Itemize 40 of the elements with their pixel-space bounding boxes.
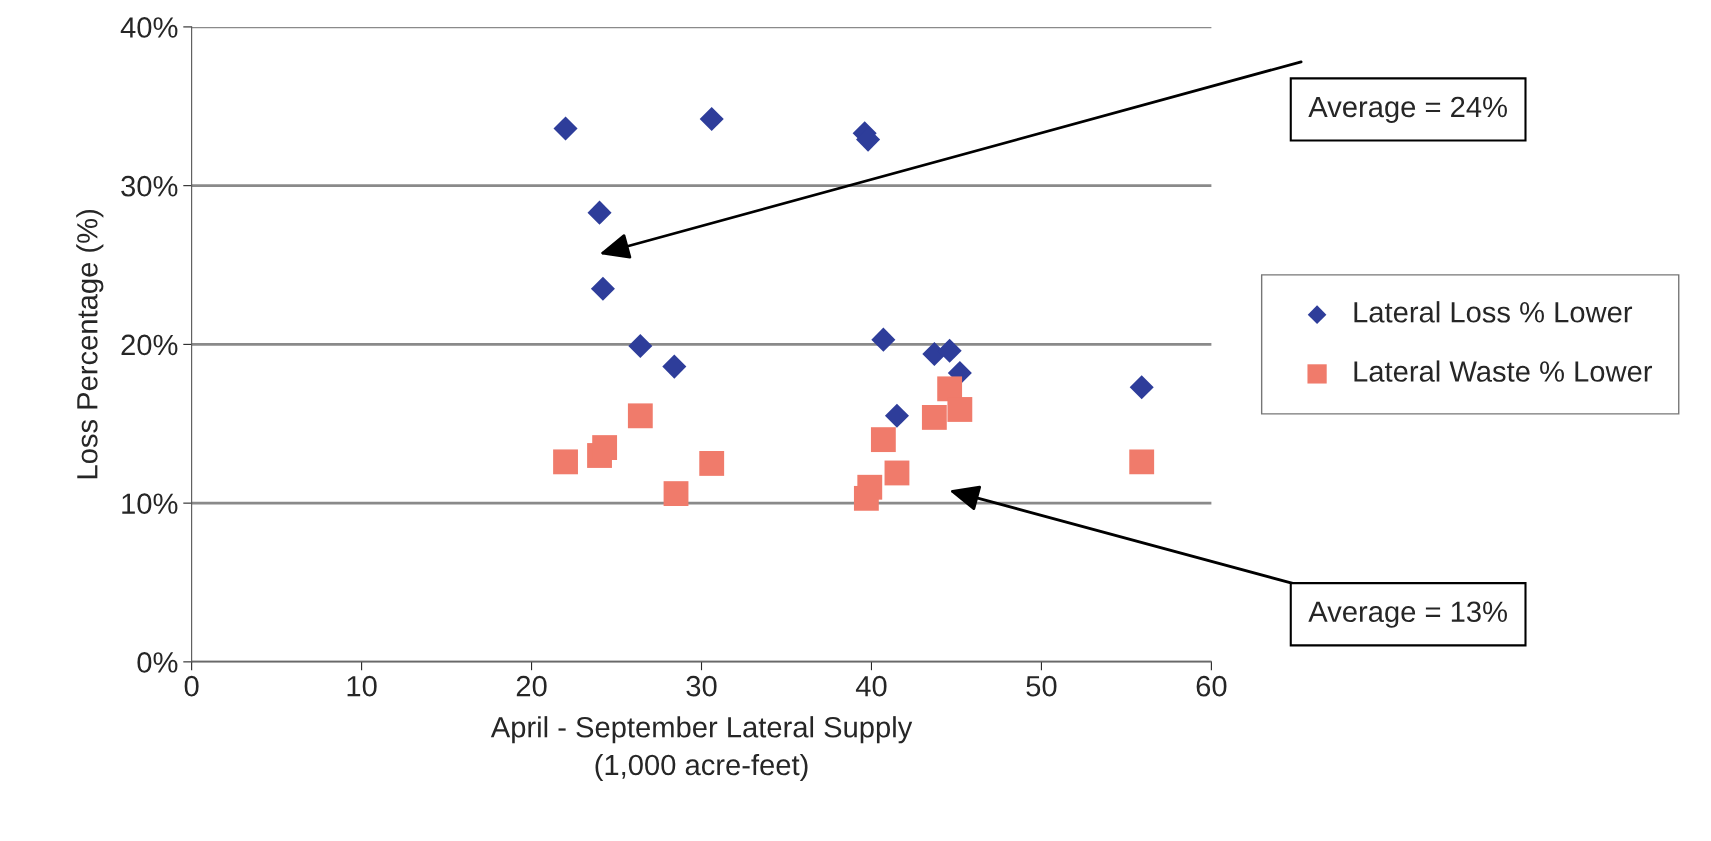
point: [628, 333, 653, 358]
y-tick-label: 20%: [121, 334, 178, 356]
point: [553, 449, 578, 475]
x-tick-label: 40: [855, 675, 887, 697]
x-tick-label: 0: [184, 675, 199, 697]
y-tick-label: 30%: [121, 175, 178, 197]
x-tick-label: 30: [686, 675, 717, 697]
point: [1129, 449, 1155, 475]
point: [937, 338, 962, 363]
y-tick-label: 10%: [122, 493, 178, 514]
y-axis-title: Loss Percentage (%): [76, 210, 104, 479]
point: [871, 327, 896, 352]
x-axis-title: April - September Lateral Supply (1,000 acre-feet): [490, 716, 913, 782]
point: [699, 106, 724, 132]
point: [699, 451, 725, 476]
point: [1129, 375, 1154, 400]
point: [870, 427, 896, 453]
point: [921, 404, 947, 430]
point: [884, 460, 910, 486]
y-tick-label: 40%: [120, 17, 178, 38]
point: [553, 116, 578, 141]
text: Average = 13%: [1308, 601, 1507, 628]
point: [662, 354, 687, 379]
legend-label: Lateral Waste % Lower: [1354, 360, 1653, 382]
x-tick-label: 10: [347, 675, 377, 697]
legend-label: Lateral Loss % Lower: [1354, 301, 1633, 323]
point: [937, 376, 963, 402]
point: [857, 474, 883, 500]
point: [587, 200, 612, 225]
point: [590, 276, 615, 301]
text: Average = 24%: [1308, 96, 1507, 124]
point: [663, 481, 689, 507]
y-tick-label: 0%: [137, 652, 178, 673]
point: [947, 397, 973, 422]
x-tick-label: 50: [1026, 675, 1057, 697]
x-tick-label: 20: [516, 675, 547, 697]
point: [627, 403, 653, 429]
point: [592, 435, 618, 460]
x-tick-label: 60: [1196, 675, 1227, 697]
point: [884, 403, 909, 428]
